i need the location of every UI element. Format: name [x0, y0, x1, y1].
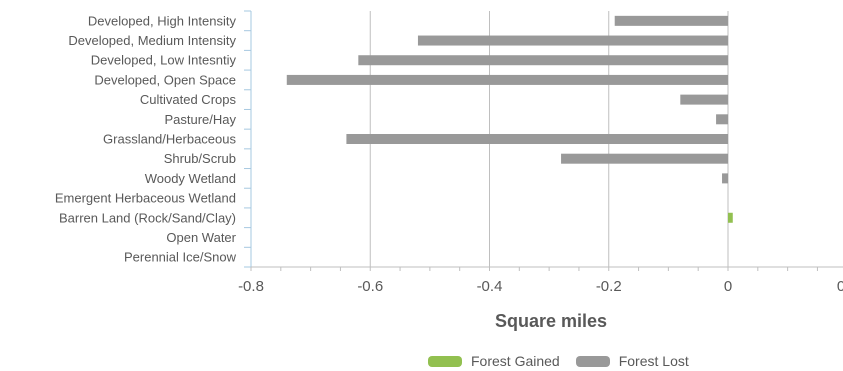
category-label: Cultivated Crops: [140, 92, 237, 107]
bar-forest-lost: [680, 94, 728, 105]
bar-forest-lost: [358, 55, 728, 66]
category-label: Developed, Low Intesntiy: [91, 53, 237, 68]
x-axis-title: Square miles: [495, 311, 607, 331]
x-tick-label: -0.2: [596, 278, 622, 295]
bar-forest-gained: [728, 212, 733, 223]
x-tick-label: 0: [724, 278, 732, 295]
bar-forest-lost: [614, 15, 728, 26]
category-label: Developed, Open Space: [94, 72, 236, 87]
bar-forest-lost: [346, 134, 728, 144]
legend-item-forest-gained: Forest Gained: [428, 353, 560, 369]
y-axis: [244, 10, 843, 271]
category-label: Emergent Herbaceous Wetland: [55, 191, 236, 206]
legend-label-forest-lost: Forest Lost: [618, 353, 689, 369]
bar-forest-lost: [417, 35, 728, 46]
category-label: Developed, High Intensity: [88, 13, 237, 28]
bar-forest-lost: [561, 153, 728, 164]
bar-chart: Developed, High Intensity Developed, Medi…: [55, 10, 843, 331]
bar-forest-lost: [722, 173, 728, 184]
category-label: Grassland/Herbaceous: [103, 132, 236, 147]
x-tick-label: -0.8: [238, 278, 264, 295]
x-tick-label: -0.6: [357, 278, 383, 295]
legend-swatch-forest-gained: [428, 355, 462, 367]
x-tick-label: -0.4: [477, 278, 503, 295]
category-label: Developed, Medium Intensity: [68, 33, 236, 48]
category-label: Woody Wetland: [145, 171, 236, 186]
legend: Forest Gained Forest Lost: [428, 351, 705, 371]
legend-item-forest-lost: Forest Lost: [575, 353, 689, 369]
category-labels: Developed, High Intensity Developed, Medi…: [55, 13, 237, 264]
bar-forest-lost: [286, 74, 728, 85]
category-label: Perennial Ice/Snow: [124, 250, 237, 265]
category-label: Barren Land (Rock/Sand/Clay): [59, 210, 236, 225]
x-tick-label: 0.2: [837, 278, 843, 295]
bar-forest-lost: [716, 114, 728, 125]
category-label: Pasture/Hay: [164, 112, 236, 127]
bars: [286, 15, 733, 223]
legend-swatch-forest-lost: [575, 355, 610, 367]
category-label: Shrub/Scrub: [164, 151, 236, 166]
category-label: Open Water: [166, 230, 236, 245]
x-tick-labels: -0.8 -0.6 -0.4 -0.2 0 0.2: [238, 278, 843, 295]
legend-label-forest-gained: Forest Gained: [471, 353, 560, 369]
